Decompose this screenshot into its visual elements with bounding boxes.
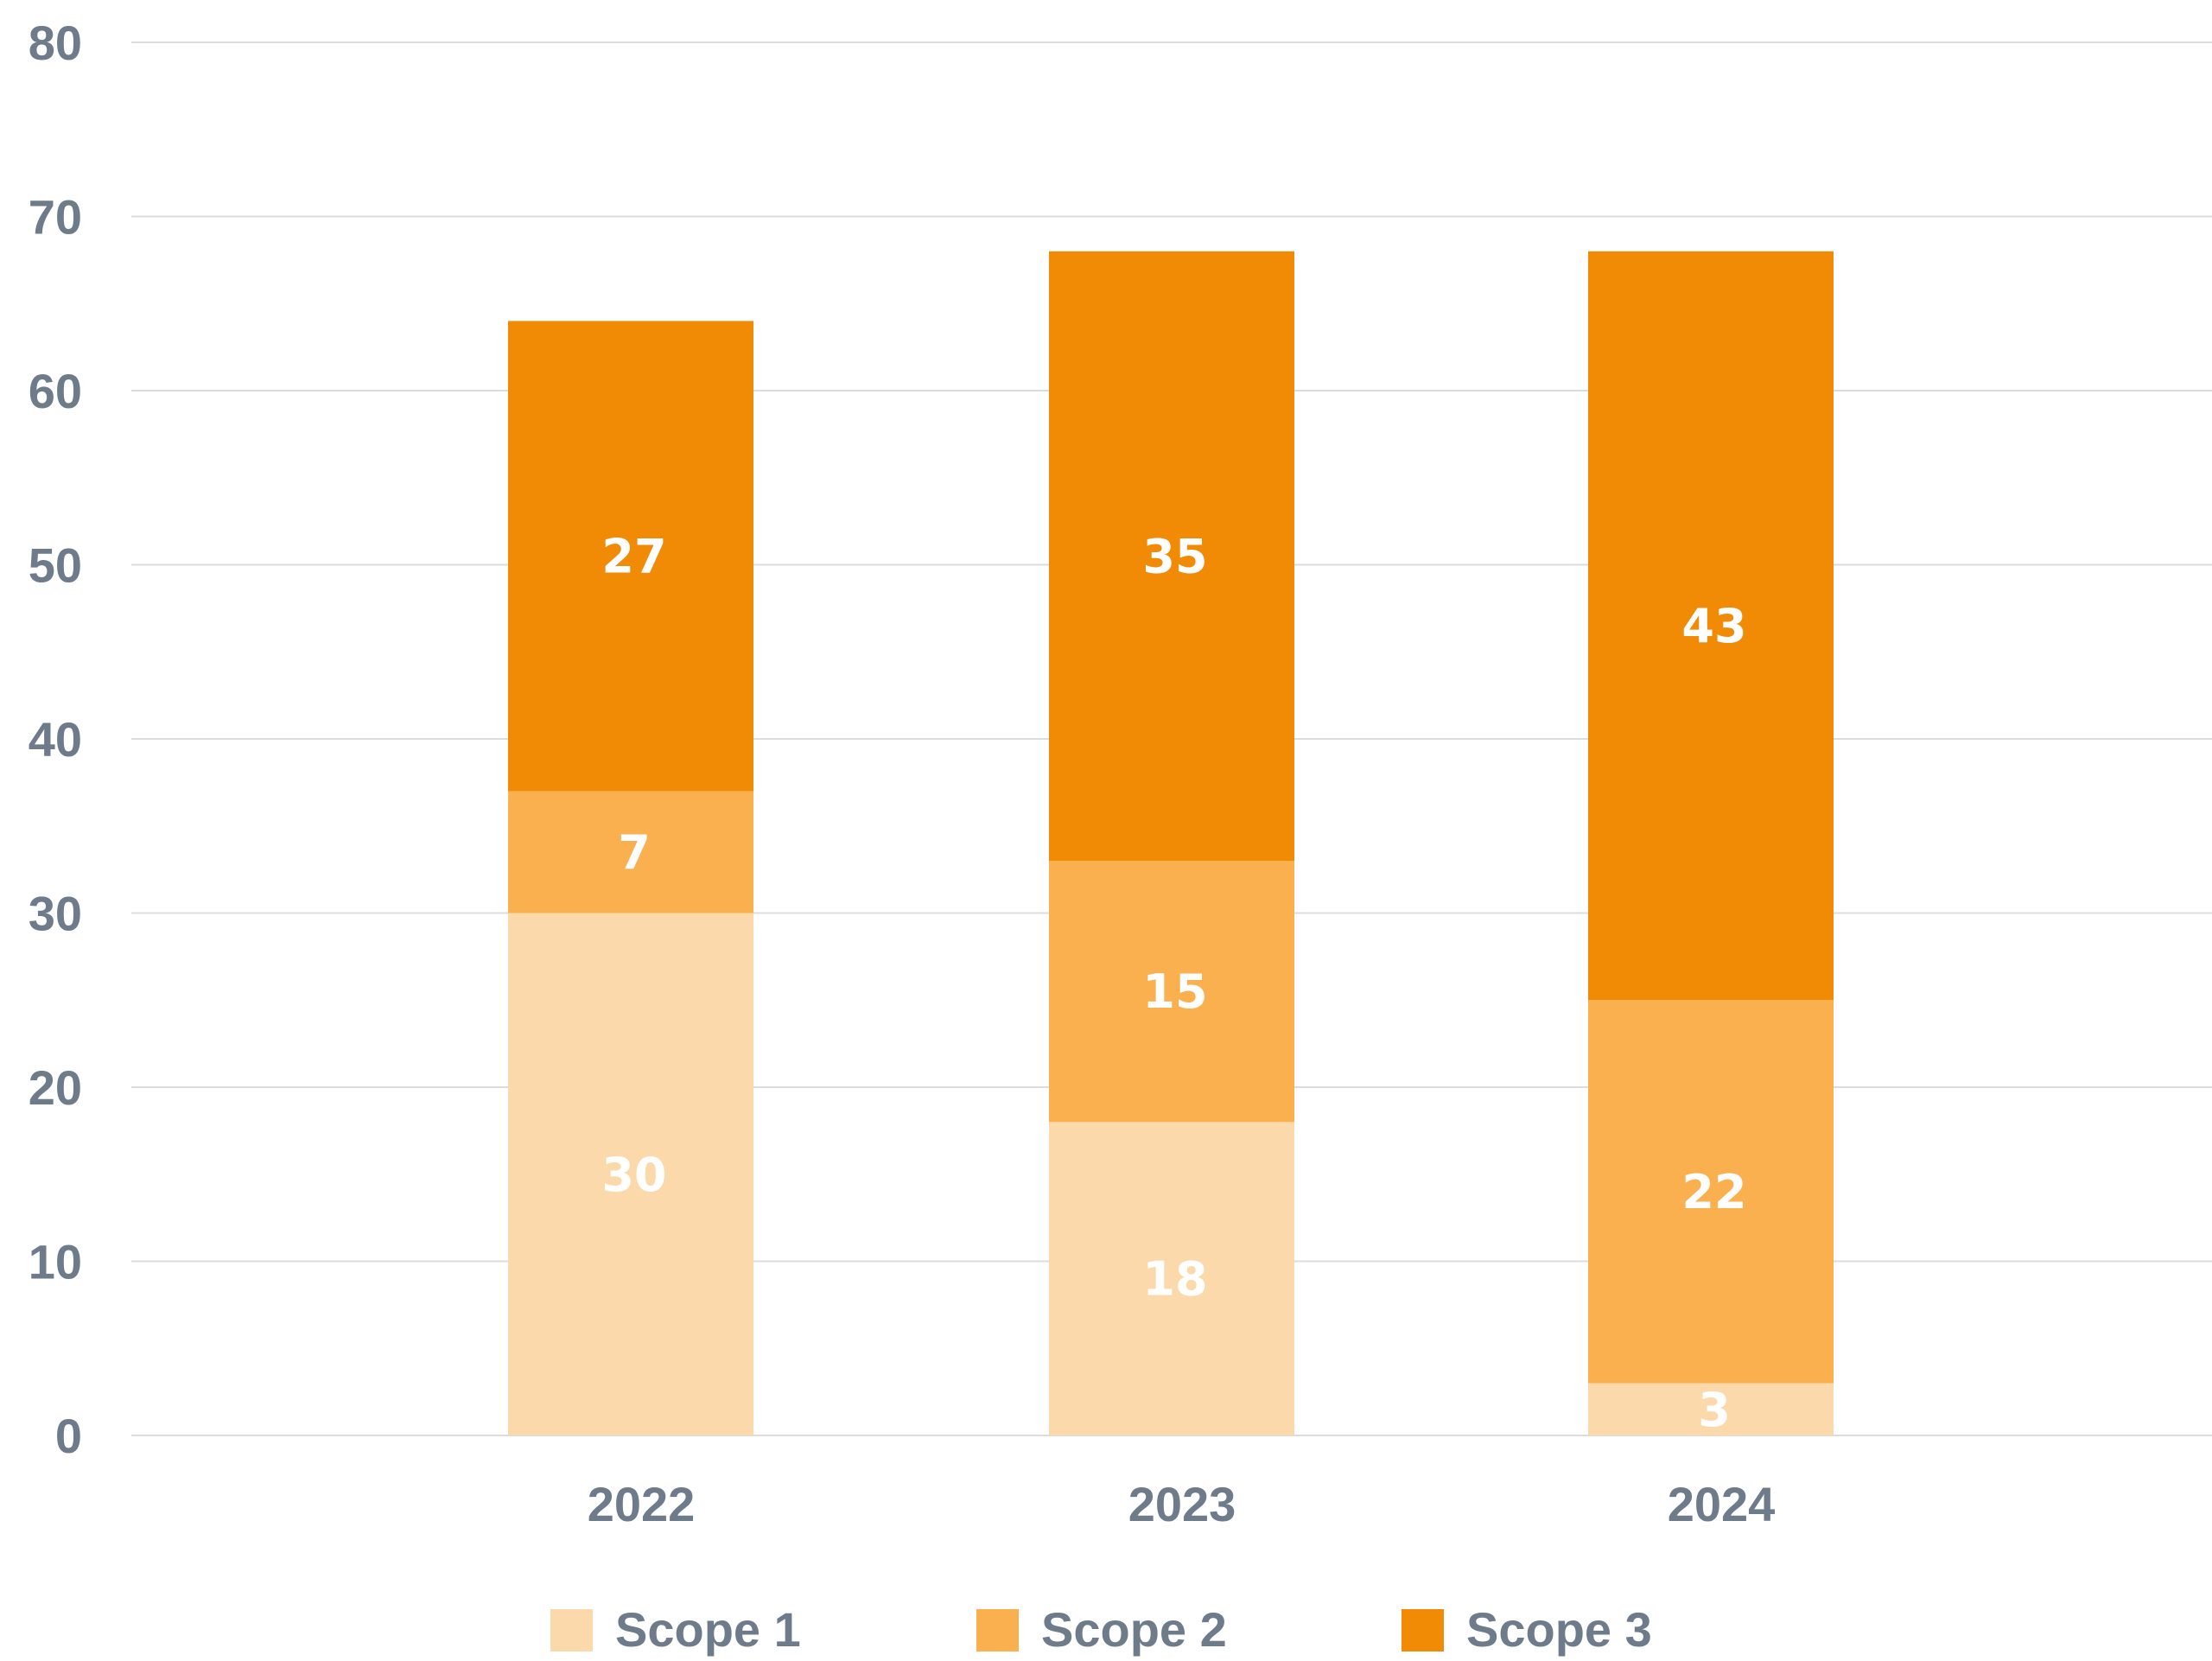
legend-item-scope-1: Scope 1 [550, 1606, 801, 1654]
data-label: 7 [618, 825, 651, 880]
data-label: 15 [1142, 964, 1207, 1019]
bar-segment [1049, 1122, 1294, 1435]
legend-item-scope-3: Scope 3 [1402, 1606, 1652, 1654]
legend-item-scope-2: Scope 2 [976, 1606, 1227, 1654]
bar-segment [1588, 251, 1834, 1001]
y-tick-label: 10 [29, 1235, 82, 1289]
data-label: 43 [1681, 599, 1746, 653]
legend-label-scope-3: Scope 3 [1466, 1602, 1652, 1657]
bar-segment [1049, 251, 1294, 862]
data-label: 27 [601, 529, 666, 583]
data-label: 30 [601, 1148, 666, 1202]
legend-label-scope-1: Scope 1 [615, 1602, 801, 1657]
y-tick-label: 30 [29, 887, 82, 941]
bar-segment [1588, 1383, 1834, 1435]
legend-label-scope-2: Scope 2 [1041, 1602, 1227, 1657]
legend-swatch-scope-1 [550, 1608, 593, 1651]
bar-segment [1588, 1000, 1834, 1384]
bar-segment [508, 321, 753, 792]
y-tick-label: 20 [29, 1060, 82, 1115]
y-tick-label: 0 [55, 1409, 82, 1463]
x-tick-label: 2024 [1668, 1477, 1776, 1531]
data-label: 22 [1681, 1165, 1746, 1219]
y-tick-label: 70 [29, 190, 82, 245]
x-tick-label: 2023 [1128, 1477, 1236, 1531]
data-label: 3 [1698, 1383, 1731, 1437]
x-tick-label: 2022 [588, 1477, 696, 1531]
y-tick-label: 80 [29, 16, 82, 70]
data-label: 35 [1142, 529, 1207, 583]
legend-swatch-scope-3 [1402, 1608, 1444, 1651]
y-tick-label: 50 [29, 538, 82, 593]
legend-swatch-scope-2 [976, 1608, 1019, 1651]
legend: Scope 1 Scope 2 Scope 3 [0, 1606, 2212, 1658]
y-tick-label: 60 [29, 364, 82, 418]
y-tick-label: 40 [29, 712, 82, 767]
bar-segment [508, 913, 753, 1435]
bar-segment [508, 791, 753, 913]
data-label: 18 [1142, 1252, 1207, 1307]
bar-segment [1049, 861, 1294, 1123]
